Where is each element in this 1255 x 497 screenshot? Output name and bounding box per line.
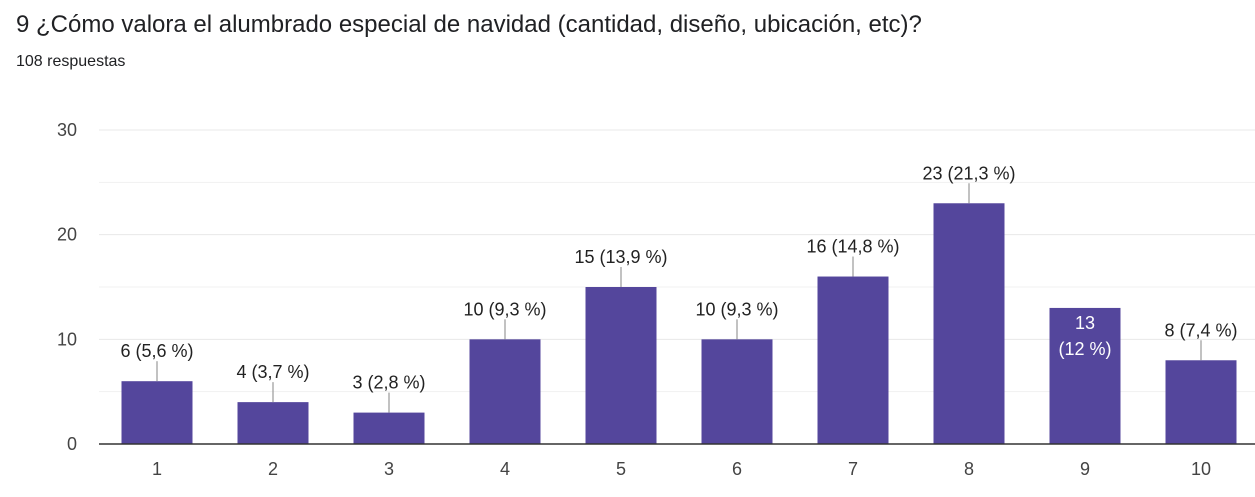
data-label: 23 (21,3 %) <box>922 163 1015 183</box>
bar-2 <box>237 402 309 444</box>
x-tick-label: 10 <box>1191 459 1211 479</box>
x-tick-label: 9 <box>1080 459 1090 479</box>
data-label: 15 (13,9 %) <box>574 247 667 267</box>
bar-1 <box>121 381 193 444</box>
response-count: 108 respuestas <box>16 53 126 70</box>
x-tick-label: 7 <box>848 459 858 479</box>
y-tick-label: 0 <box>67 434 77 454</box>
data-label: 6 (5,6 %) <box>120 341 193 361</box>
bar-8 <box>933 203 1005 444</box>
data-label-percent: (12 %) <box>1058 339 1111 359</box>
bars <box>121 203 1237 444</box>
y-tick-label: 10 <box>57 329 77 349</box>
x-tick-label: 2 <box>268 459 278 479</box>
axes: 0 10 20 30 1 2 3 4 5 6 7 8 9 10 <box>57 120 1255 479</box>
bar-6 <box>701 339 773 444</box>
x-tick-label: 8 <box>964 459 974 479</box>
data-label: 4 (3,7 %) <box>236 362 309 382</box>
bar-5 <box>585 287 657 444</box>
y-tick-label: 20 <box>57 225 77 245</box>
x-tick-label: 6 <box>732 459 742 479</box>
bar-4 <box>469 339 541 444</box>
bar-7 <box>817 276 889 444</box>
x-tick-label: 4 <box>500 459 510 479</box>
data-labels: 6 (5,6 %) 4 (3,7 %) 3 (2,8 %) 10 (9,3 %) 15 … <box>120 163 1238 413</box>
data-label: 8 (7,4 %) <box>1164 320 1237 340</box>
x-tick-label: 5 <box>616 459 626 479</box>
x-tick-label: 3 <box>384 459 394 479</box>
data-label: 10 (9,3 %) <box>463 299 546 319</box>
data-label: 13 <box>1075 313 1095 333</box>
y-tick-label: 30 <box>57 120 77 140</box>
bar-9 <box>1049 307 1121 444</box>
data-label: 3 (2,8 %) <box>352 373 425 393</box>
x-tick-label: 1 <box>152 459 162 479</box>
data-label: 10 (9,3 %) <box>695 299 778 319</box>
data-label: 16 (14,8 %) <box>806 237 899 257</box>
bar-3 <box>353 412 425 444</box>
question-title: 9 ¿Cómo valora el alumbrado especial de … <box>16 11 922 38</box>
bar-10 <box>1165 360 1237 444</box>
